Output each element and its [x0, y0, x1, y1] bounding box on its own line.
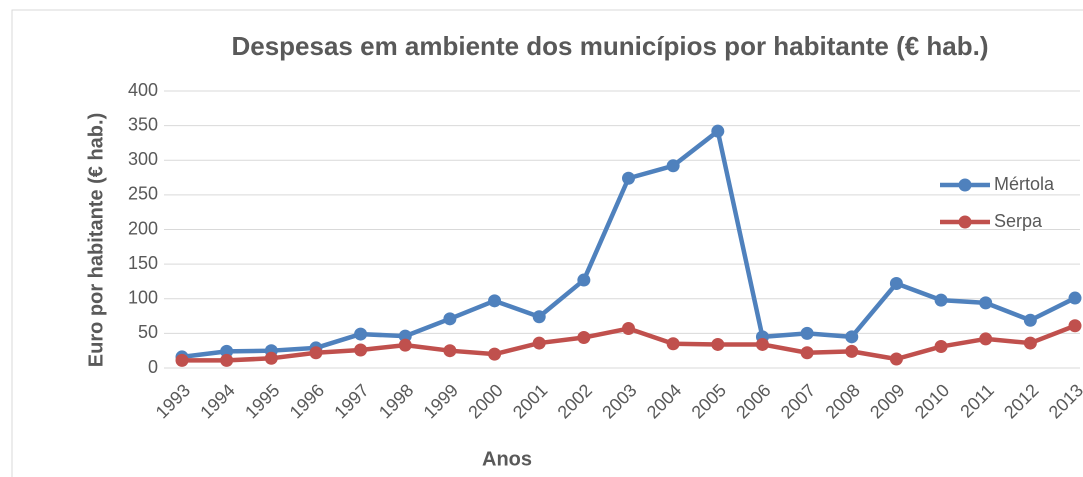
- x-tick-label: 1994: [196, 380, 238, 422]
- data-point: [889, 352, 903, 366]
- data-point: [800, 326, 814, 340]
- data-point: [443, 344, 457, 358]
- x-tick-label: 2006: [732, 380, 774, 422]
- x-tick-label: 2012: [1000, 380, 1042, 422]
- data-point: [220, 353, 234, 367]
- x-tick-label: 2000: [464, 380, 506, 422]
- data-point: [532, 336, 546, 350]
- data-point: [354, 343, 368, 357]
- x-tick-label: 1993: [152, 380, 194, 422]
- data-point: [577, 273, 591, 287]
- x-tick-label: 1998: [375, 380, 417, 422]
- data-point: [398, 338, 412, 352]
- y-tick-label: 50: [138, 322, 158, 342]
- data-point: [309, 346, 323, 360]
- data-point: [443, 312, 457, 326]
- x-tick-label: 1995: [241, 380, 283, 422]
- data-point: [1023, 336, 1037, 350]
- x-tick-label: 1996: [286, 380, 328, 422]
- data-point: [755, 337, 769, 351]
- y-tick-label: 0: [148, 357, 158, 377]
- x-tick-label: 2005: [688, 380, 730, 422]
- y-tick-label: 250: [128, 184, 158, 204]
- data-point: [845, 344, 859, 358]
- legend-label: Mértola: [994, 174, 1055, 194]
- y-axis-label: Euro por habitante (€ hab.): [85, 113, 107, 367]
- data-point: [666, 337, 680, 351]
- y-tick-label: 300: [128, 149, 158, 169]
- data-point: [800, 346, 814, 360]
- x-tick-label: 1997: [330, 380, 372, 422]
- x-tick-label: 2009: [866, 380, 908, 422]
- data-point: [354, 327, 368, 341]
- legend-marker: [958, 178, 972, 192]
- y-tick-label: 150: [128, 253, 158, 273]
- x-tick-label: 2003: [598, 380, 640, 422]
- data-point: [488, 347, 502, 361]
- data-point: [934, 340, 948, 354]
- data-point: [979, 332, 993, 346]
- data-point: [398, 329, 412, 343]
- x-tick-label: 2010: [911, 380, 953, 422]
- legend-label: Serpa: [994, 211, 1043, 231]
- x-tick-label: 2004: [643, 380, 685, 422]
- y-tick-label: 400: [128, 80, 158, 100]
- x-tick-label: 2002: [554, 380, 596, 422]
- data-point: [220, 344, 234, 358]
- chart-title: Despesas em ambiente dos municípios por …: [231, 31, 989, 61]
- data-point: [934, 293, 948, 307]
- y-tick-label: 100: [128, 288, 158, 308]
- data-point: [889, 277, 903, 291]
- chart-border: [11, 9, 1083, 477]
- data-point: [622, 171, 635, 185]
- data-point: [175, 353, 189, 367]
- x-tick-label: 2008: [821, 380, 863, 422]
- data-point: [1068, 291, 1082, 305]
- y-tick-label: 200: [128, 218, 158, 238]
- x-tick-label: 2011: [956, 380, 998, 422]
- data-point: [979, 296, 993, 310]
- data-point: [488, 294, 502, 308]
- x-tick-label: 1999: [420, 380, 462, 422]
- data-point: [264, 351, 278, 365]
- x-tick-label: 2007: [777, 380, 819, 422]
- data-point: [532, 310, 546, 324]
- data-point: [577, 331, 591, 345]
- data-point: [711, 124, 725, 138]
- data-point: [845, 330, 859, 344]
- x-tick-label: 2001: [509, 380, 551, 422]
- legend-marker: [958, 215, 972, 229]
- y-tick-label: 350: [128, 114, 158, 134]
- x-tick-label: 2013: [1045, 380, 1083, 422]
- data-point: [666, 159, 680, 173]
- data-point: [711, 337, 725, 351]
- x-axis-label: Anos: [482, 448, 532, 470]
- data-point: [622, 322, 635, 336]
- data-point: [1068, 319, 1082, 333]
- data-point: [1023, 313, 1037, 327]
